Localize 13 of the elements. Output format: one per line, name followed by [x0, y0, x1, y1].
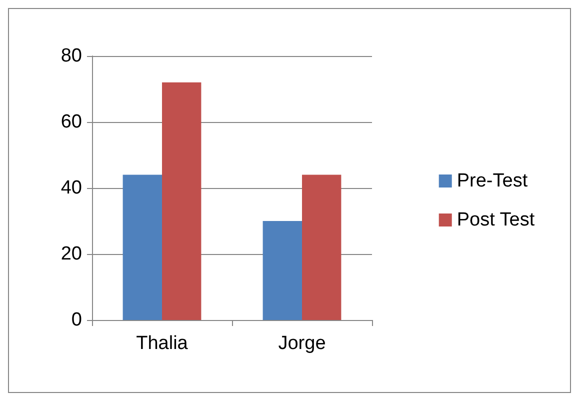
legend-label: Post Test	[456, 210, 536, 230]
x-tick-label: Thalia	[136, 333, 188, 354]
y-tick-label: 40	[60, 178, 82, 198]
y-tick-label: 80	[60, 46, 82, 66]
y-tick-label: 20	[60, 244, 82, 264]
legend-label: Pre-Test	[456, 170, 528, 192]
bar	[302, 174, 342, 320]
x-tick-label: Jorge	[278, 333, 326, 354]
bar	[162, 82, 202, 320]
y-tick-label: 60	[60, 112, 82, 132]
bar	[122, 174, 162, 320]
y-tick-label: 0	[71, 310, 82, 330]
bar	[262, 221, 302, 320]
